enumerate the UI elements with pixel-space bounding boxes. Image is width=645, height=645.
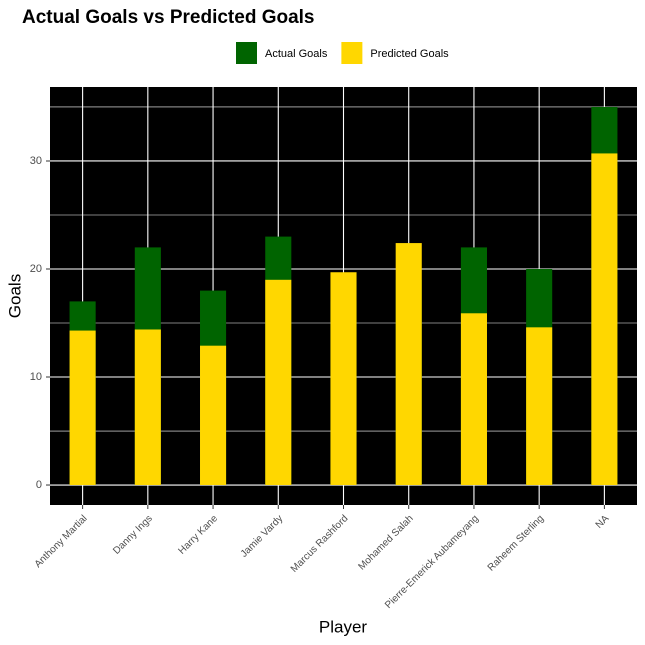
bar: [200, 345, 227, 486]
x-tick-label: Danny Ings: [111, 513, 155, 557]
x-tick-label: Mohamed Salah: [356, 513, 415, 572]
x-tick-label: NA: [594, 513, 612, 531]
bar: [460, 313, 487, 486]
bar: [69, 330, 96, 486]
bar: [265, 279, 292, 486]
x-tick-label: Raheem Sterling: [486, 513, 546, 573]
x-tick-label: Marcus Rashford: [289, 513, 351, 575]
legend-swatch: [341, 42, 363, 64]
y-axis-title: Goals: [5, 274, 24, 318]
legend-label: Actual Goals: [265, 48, 328, 60]
bar: [330, 272, 357, 486]
x-tick-label: Anthony Martial: [33, 513, 90, 570]
y-tick-label: 0: [36, 479, 42, 491]
legend-swatch: [236, 42, 257, 64]
x-tick-label: Jamie Vardy: [239, 513, 286, 560]
bar: [395, 243, 422, 486]
chart-title: Actual Goals vs Predicted Goals: [22, 7, 315, 28]
x-axis-title: Player: [319, 617, 368, 636]
legend-label: Predicted Goals: [370, 48, 449, 60]
bar: [526, 327, 553, 486]
bar: [134, 329, 161, 486]
y-tick-label: 30: [30, 155, 42, 167]
bar: [591, 153, 618, 486]
x-tick-label: Harry Kane: [177, 513, 221, 557]
y-tick-label: 10: [30, 371, 42, 383]
y-tick-label: 20: [30, 263, 42, 275]
